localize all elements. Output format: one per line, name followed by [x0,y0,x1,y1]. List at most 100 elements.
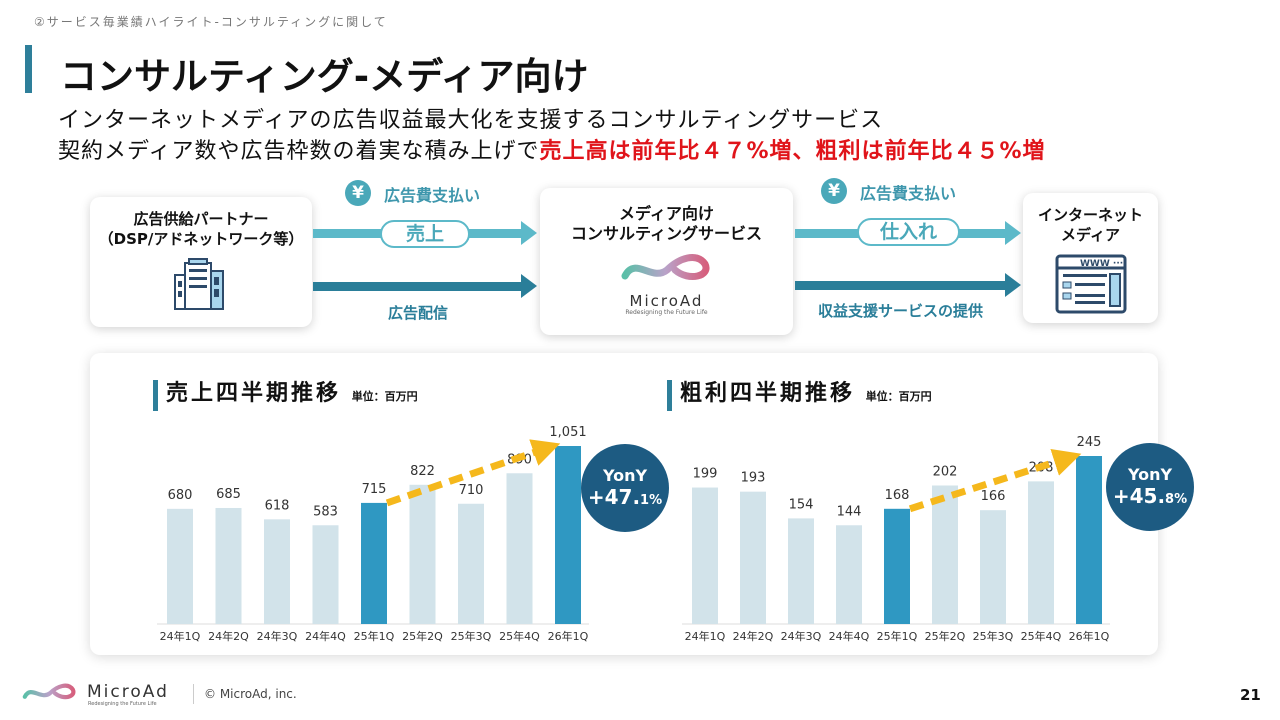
bar-24年2Q [740,491,766,624]
bar-24年2Q [215,507,242,624]
category-label: 25年4Q [499,629,540,643]
profit-chart-unit: 単位：百万円 [865,390,932,403]
subtitle-line-1: インターネットメディアの広告収益最大化を支援するコンサルティングサービス [58,108,884,133]
category-label: 26年1Q [548,629,589,643]
media-line-2: メディア [1061,226,1120,244]
value-label: 715 [362,482,387,497]
category-label: 24年4Q [829,629,870,643]
service-line-2: コンサルティングサービス [570,224,763,243]
bar-25年4Q [1028,481,1054,624]
bar-24年3Q [264,519,290,624]
building-icon [174,258,224,310]
partner-name: 広告供給パートナー [133,210,269,228]
yony-label: YonY [1127,465,1173,484]
value-label: 583 [313,504,338,519]
browser-icon: WWW ··· [1055,254,1126,314]
value-label: 822 [410,464,435,479]
subtitle-prefix: 契約メディア数や広告枠数の着実な積み上げで [58,139,540,164]
category-label: 25年2Q [925,629,966,643]
trend-arrow [385,439,561,507]
media-line-1: インターネット [1037,206,1143,224]
partner-type: （DSP/アドネットワーク等） [98,230,304,248]
category-label: 24年1Q [685,629,726,643]
partner-box: 広告供給パートナー （DSP/アドネットワーク等） [90,197,312,327]
ad-delivery-arrow [313,274,537,298]
bar-24年3Q [788,518,814,624]
category-label: 25年1Q [354,629,395,643]
bar-24年1Q [692,487,718,624]
value-label: 193 [741,471,766,486]
value-label: 685 [216,487,241,502]
value-label: 154 [789,497,814,512]
browser-url-text: WWW ··· [1080,259,1123,269]
category-label: 25年3Q [973,629,1014,643]
yony-value: +47. [587,485,641,509]
category-label: 25年2Q [402,629,443,643]
category-label: 24年1Q [160,629,201,643]
sales-pill: 売上 [380,220,470,248]
category-label: 24年3Q [781,629,822,643]
bar-25年2Q [409,484,436,624]
left-payment-label: 広告費支払い [384,186,481,205]
value-label: 245 [1077,435,1102,450]
microad-logo-icon [621,253,709,281]
value-label: 680 [168,488,193,503]
footer-logo-text: MicroAd [87,682,169,702]
subtitle-highlight: 売上高は前年比４７%増、粗利は前年比４５%増 [539,139,1046,164]
service-logo-text: MicroAd [629,292,704,310]
value-label: 144 [837,504,862,519]
bar-24年4Q [836,525,862,624]
sales-chart-unit: 単位：百万円 [351,390,418,403]
page-title: コンサルティング-メディア向け [60,55,589,98]
service-logo-tagline: Redesigning the Future Life [625,309,708,316]
yony-decimal: 1% [640,493,663,508]
category-label: 25年1Q [877,629,918,643]
category-label: 24年2Q [733,629,774,643]
internet-media-box: インターネット メディア WWW ··· [1023,193,1158,323]
value-label: 1,051 [549,425,586,440]
page-number: 21 [1240,686,1261,704]
category-label: 24年3Q [257,629,298,643]
ad-delivery-label: 広告配信 [388,304,449,322]
value-label: 202 [933,464,958,479]
copyright: © MicroAd, inc. [204,687,297,701]
category-label: 24年2Q [208,629,249,643]
revenue-support-arrow [795,273,1021,297]
trend-arrow [908,448,1082,513]
profit-chart-title-text: 粗利四半期推移 [680,381,856,406]
bar-25年3Q [980,510,1006,624]
category-label: 26年1Q [1069,629,1110,643]
bar-24年4Q [312,525,339,624]
bar-26年1Q [1076,456,1102,624]
value-label: 710 [459,483,484,498]
profit-yony-bubble: YonY +45.8% [1106,443,1194,531]
yen-icon: ¥ [345,180,371,206]
purchase-pill: 仕入れ [857,218,960,246]
sales-yony-bubble: YonY +47.1% [581,444,669,532]
yony-value: +45. [1112,484,1166,508]
subtitle-line-2: 契約メディア数や広告枠数の着実な積み上げで売上高は前年比４７%増、粗利は前年比４… [58,133,1046,165]
value-label: 168 [885,488,910,503]
yen-icon: ¥ [821,178,847,204]
profit-chart-title: 粗利四半期推移 単位：百万円 [667,380,932,411]
footer-logo-tagline: Redesigning the Future Life [88,701,157,707]
title-accent-bar [25,45,32,93]
footer-logo-icon [22,683,76,700]
value-label: 199 [693,467,718,482]
section-label: ②サービス毎業績ハイライト-コンサルティングに関して [34,15,388,29]
right-payment-label: 広告費支払い [860,184,957,203]
yony-label: YonY [602,466,648,485]
bar-26年1Q [555,446,581,624]
revenue-support-label: 収益支援サービスの提供 [818,302,984,320]
consulting-service-box: メディア向け コンサルティングサービス MicroAd Redesigning … [540,188,793,335]
bar-25年2Q [932,485,958,624]
category-label: 25年4Q [1021,629,1062,643]
category-label: 24年4Q [305,629,346,643]
yony-decimal: 8% [1165,492,1188,507]
bar-24年1Q [167,508,193,624]
bar-25年3Q [458,503,484,624]
category-label: 25年3Q [451,629,492,643]
bar-25年1Q [884,508,910,624]
footer-divider [193,684,194,704]
